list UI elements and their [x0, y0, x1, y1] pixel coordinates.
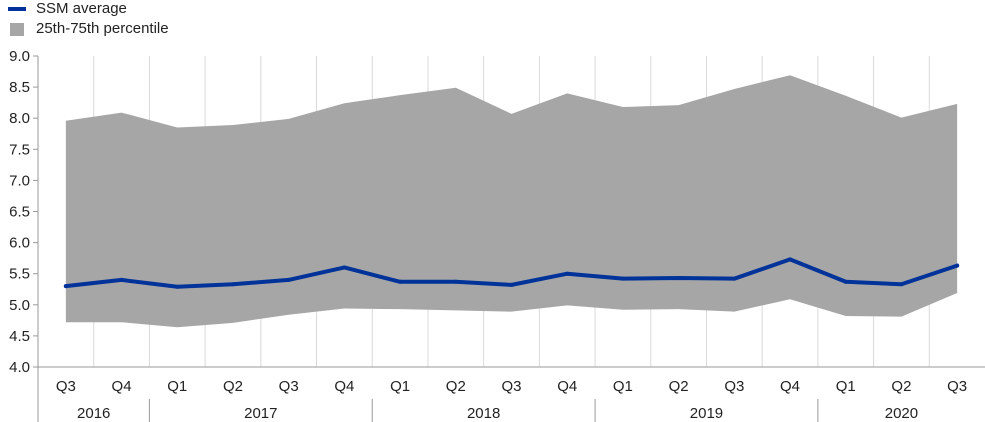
y-tick-label: 4.0: [9, 359, 30, 376]
ssm-average-point: [676, 276, 681, 281]
x-tick-label-quarter: Q4: [557, 378, 577, 395]
x-tick-label-quarter: Q1: [390, 378, 410, 395]
x-tick-label-quarter: Q3: [501, 378, 521, 395]
y-tick-label: 7.0: [9, 172, 30, 189]
ssm-average-point: [398, 279, 403, 284]
ssm-average-point: [509, 282, 514, 287]
y-tick-label: 8.5: [9, 79, 30, 96]
ssm-average-point: [620, 276, 625, 281]
legend: SSM average 25th-75th percentile: [8, 0, 169, 38]
x-tick-label-year: 2017: [244, 405, 277, 422]
y-tick-label: 5.5: [9, 266, 30, 283]
legend-box-swatch: [10, 22, 24, 36]
ssm-average-point: [286, 277, 291, 282]
ssm-average-point: [119, 277, 124, 282]
x-tick-label-quarter: Q3: [56, 378, 76, 395]
ssm-average-point: [342, 265, 347, 270]
x-tick-label-quarter: Q1: [167, 378, 187, 395]
legend-label: 25th-75th percentile: [36, 20, 169, 37]
x-tick-label-quarter: Q2: [669, 378, 689, 395]
x-tick-label-quarter: Q1: [613, 378, 633, 395]
ssm-average-point: [788, 257, 793, 262]
x-tick-label-quarter: Q1: [836, 378, 856, 395]
ssm-average-point: [899, 282, 904, 287]
ssm-average-point: [175, 284, 180, 289]
x-tick-label-quarter: Q4: [334, 378, 354, 395]
x-tick-label-quarter: Q4: [780, 378, 800, 395]
y-tick-label: 6.0: [9, 235, 30, 252]
x-tick-label-quarter: Q3: [947, 378, 967, 395]
y-tick-label: 4.5: [9, 328, 30, 345]
ssm-average-point: [843, 279, 848, 284]
x-tick-label-year: 2019: [690, 405, 723, 422]
y-tick-label: 7.5: [9, 141, 30, 158]
x-tick-label-year: 2016: [77, 405, 110, 422]
ssm-average-point: [63, 284, 68, 289]
ssm-average-point: [230, 282, 235, 287]
y-tick-label: 8.0: [9, 110, 30, 127]
x-tick-label-quarter: Q3: [279, 378, 299, 395]
x-tick-label-quarter: Q4: [112, 378, 132, 395]
x-tick-label-year: 2020: [885, 405, 918, 422]
x-tick-label-quarter: Q2: [891, 378, 911, 395]
legend-item-percentile-band: 25th-75th percentile: [8, 20, 169, 38]
y-tick-label: 9.0: [9, 48, 30, 65]
x-tick-label-quarter: Q3: [724, 378, 744, 395]
y-tick-label: 5.0: [9, 297, 30, 314]
ssm-average-point: [453, 279, 458, 284]
legend-line-swatch: [8, 7, 26, 11]
x-tick-label-quarter: Q2: [446, 378, 466, 395]
percentile-band-area: [65, 75, 958, 328]
x-tick-label-quarter: Q2: [223, 378, 243, 395]
legend-item-ssm-average: SSM average: [8, 0, 169, 18]
y-tick-label: 6.5: [9, 204, 30, 221]
x-tick-label-year: 2018: [467, 405, 500, 422]
ssm-average-point: [732, 276, 737, 281]
ssm-average-point: [565, 271, 570, 276]
ssm-average-point: [955, 263, 960, 268]
legend-label: SSM average: [36, 0, 127, 17]
